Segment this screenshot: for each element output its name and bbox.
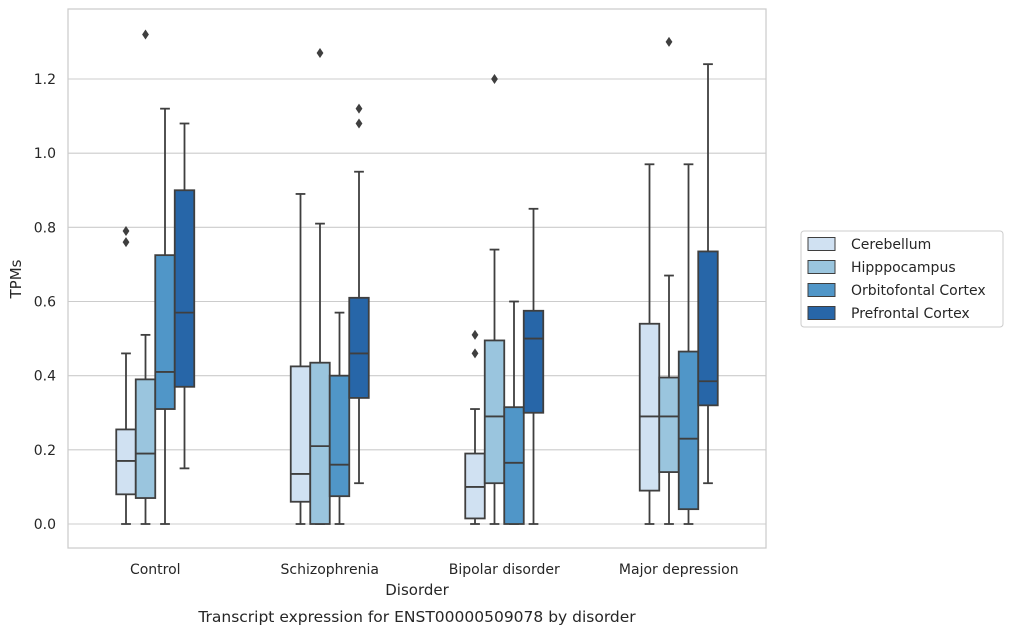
box-body	[348, 296, 370, 399]
legend-swatch	[807, 306, 836, 320]
box	[328, 311, 351, 525]
box	[658, 36, 680, 525]
x-tick-label: Schizophrenia	[281, 562, 379, 578]
box	[289, 193, 312, 525]
box	[464, 329, 486, 525]
legend-swatch	[807, 237, 836, 251]
y-tick-label: 0.6	[34, 295, 56, 311]
legend-frame	[800, 230, 1004, 328]
box	[522, 207, 545, 525]
x-tick-labels: Control Schizophrenia Bipolar disorder Majo…	[130, 562, 739, 578]
legend-label: Hipppocampus	[851, 260, 956, 276]
box-body	[503, 406, 525, 525]
outlier-point	[665, 36, 673, 47]
x-axis-label: Disorder	[385, 581, 449, 599]
box-body	[464, 452, 486, 520]
y-tick-labels: 0.0 0.2 0.4 0.6 0.8 1.0 1.2	[34, 72, 56, 533]
x-tick-label: Bipolar disorder	[449, 562, 560, 578]
outlier-point	[471, 329, 479, 340]
outlier-point	[491, 74, 498, 84]
box-body	[677, 350, 700, 511]
outlier-point	[316, 48, 324, 59]
outlier-point	[355, 118, 363, 129]
y-tick-label: 0.2	[34, 443, 56, 459]
y-tick-label: 0.4	[34, 369, 56, 385]
box	[154, 107, 176, 525]
box-body	[638, 322, 661, 492]
box-body	[483, 339, 506, 485]
legend-entries: Cerebellum Hipppocampus Orbitofontal Corte…	[807, 237, 986, 322]
figure-caption: Transcript expression for ENST0000050907…	[197, 608, 636, 626]
box-body	[115, 428, 137, 496]
outlier-point	[471, 348, 479, 359]
y-axis-label: TPMs	[7, 259, 25, 299]
outlier-point	[355, 103, 363, 114]
box	[677, 163, 700, 525]
box-body	[134, 378, 157, 499]
legend-label: Orbitofontal Cortex	[851, 283, 986, 299]
box-body	[658, 376, 680, 473]
box	[483, 74, 506, 525]
box	[173, 122, 196, 470]
box	[134, 29, 157, 525]
box-body	[173, 189, 196, 388]
legend-label: Prefrontal Cortex	[851, 306, 970, 322]
box-layer	[115, 29, 719, 525]
box	[348, 103, 370, 485]
outlier-point	[122, 226, 130, 237]
box	[697, 63, 719, 485]
box-body	[328, 374, 351, 498]
outlier-point	[122, 237, 130, 248]
box-body	[522, 309, 545, 414]
x-tick-label: Control	[130, 562, 181, 578]
box-body	[289, 365, 312, 503]
legend: Cerebellum Hipppocampus Orbitofontal Corte…	[800, 230, 1004, 328]
legend-swatch	[807, 283, 836, 297]
y-tick-label: 0.0	[34, 517, 56, 533]
legend-swatch	[807, 260, 836, 274]
box-body	[697, 250, 719, 407]
outlier-point	[142, 29, 149, 40]
box-body	[154, 254, 176, 410]
y-tick-label: 1.0	[34, 146, 56, 162]
box	[638, 163, 661, 525]
y-tick-label: 0.8	[34, 220, 56, 236]
x-tick-label: Major depression	[619, 562, 739, 578]
box	[309, 48, 331, 525]
y-tick-label: 1.2	[34, 72, 56, 88]
box	[503, 300, 525, 525]
box	[115, 226, 137, 525]
legend-label: Cerebellum	[851, 237, 931, 253]
box-body	[309, 361, 331, 525]
plot-frame	[67, 8, 767, 549]
